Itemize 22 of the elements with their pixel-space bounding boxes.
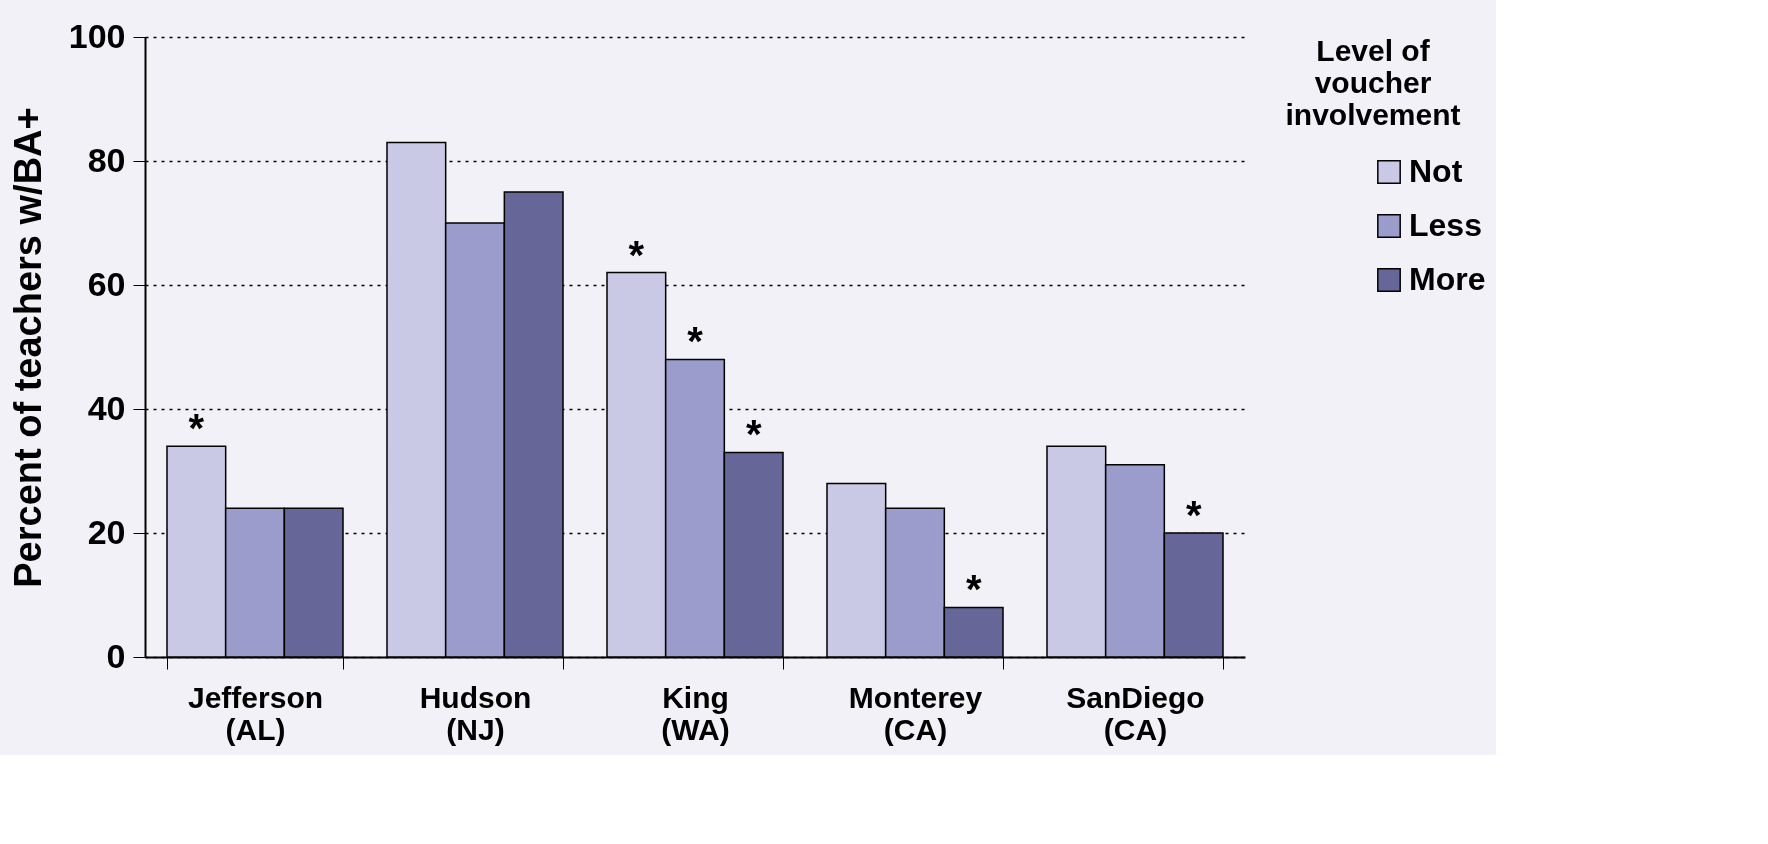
- y-tick-label: 20: [87, 512, 126, 551]
- legend-title: Level of voucher involvement: [1285, 34, 1461, 131]
- data-label: *: [745, 412, 762, 457]
- y-tick-label: 80: [87, 140, 126, 179]
- data-label: *: [687, 319, 704, 364]
- x-tick-label: Jefferson (AL): [187, 680, 324, 746]
- x-tick-label: King (WA): [661, 680, 730, 746]
- x-tick-label: SanDiego (CA): [1066, 680, 1205, 746]
- data-label: *: [628, 232, 645, 277]
- legend-label: Less: [1409, 207, 1482, 243]
- data-label: *: [188, 406, 205, 451]
- y-tick-label: 60: [87, 264, 126, 303]
- y-tick-label: 40: [87, 388, 126, 427]
- y-axis-title: Percent of teachers w/BA+: [6, 107, 49, 588]
- y-tick-label: 0: [106, 636, 126, 675]
- x-tick-label: Hudson (NJ): [419, 680, 532, 746]
- legend-label: More: [1409, 261, 1486, 297]
- data-label: *: [965, 567, 982, 612]
- x-tick-label: Monterey (CA): [848, 680, 983, 746]
- data-label: *: [1185, 493, 1202, 537]
- legend-label: Not: [1409, 153, 1463, 189]
- y-tick-label: 100: [68, 16, 126, 55]
